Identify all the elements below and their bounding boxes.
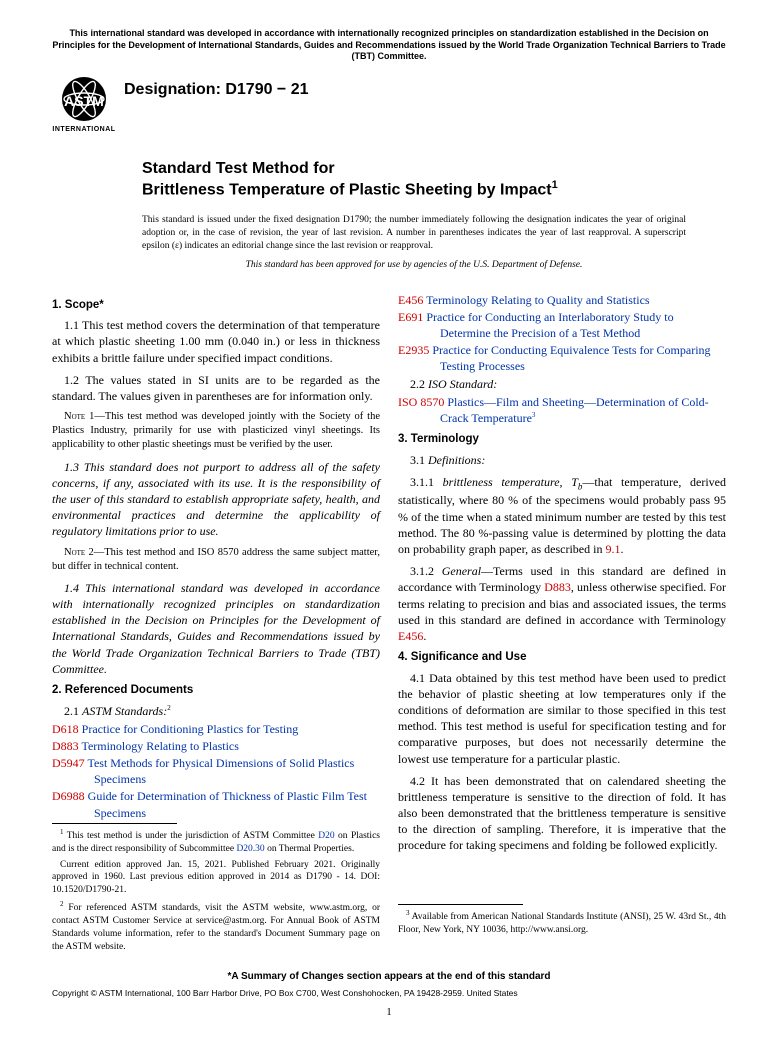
s3-1-num: 3.1	[410, 453, 428, 467]
para-4-1: 4.1 Data obtained by this test method ha…	[398, 670, 726, 767]
ref-e456-code: E456	[398, 293, 426, 307]
s312-link1[interactable]: D883	[544, 580, 571, 594]
s311-d: .	[620, 542, 623, 556]
dod-note: This standard has been approved for use …	[142, 259, 686, 272]
s311-b: brittleness temperature, T	[443, 475, 578, 489]
summary-changes-note: *A Summary of Changes section appears at…	[52, 970, 726, 984]
issuance-note: This standard is issued under the fixed …	[142, 214, 686, 252]
ref-e691[interactable]: E691 Practice for Conducting an Interlab…	[398, 309, 726, 341]
svg-text:INTERNATIONAL: INTERNATIONAL	[52, 126, 115, 133]
note1-label: Note 1—	[64, 411, 105, 422]
title-text: Brittleness Temperature of Plastic Sheet…	[142, 181, 552, 198]
note-1: Note 1—This test method was developed jo…	[52, 410, 380, 453]
top-notice: This international standard was develope…	[52, 28, 726, 63]
title-superscript: 1	[552, 179, 558, 191]
designation: Designation: D1790 − 21	[124, 79, 309, 101]
note2-label: Note 2—	[64, 547, 104, 558]
s3-1-title: Definitions:	[428, 453, 485, 467]
ref-iso-sup: 3	[532, 411, 536, 419]
footnote-2: 2 For referenced ASTM standards, visit t…	[52, 900, 380, 953]
para-3-1-2: 3.1.2 General—Terms used in this standar…	[398, 563, 726, 644]
ref-e2935-code: E2935	[398, 343, 432, 357]
astm-stds-label: 2.1 ASTM Standards:2	[52, 703, 380, 719]
ref-iso8570[interactable]: ISO 8570 Plastics—Film and Sheeting—Dete…	[398, 394, 726, 426]
note-2: Note 2—This test method and ISO 8570 add…	[52, 546, 380, 574]
ref-e456[interactable]: E456 Terminology Relating to Quality and…	[398, 292, 726, 308]
para-1-4: 1.4 This international standard was deve…	[52, 580, 380, 677]
ref-d618-code: D618	[52, 722, 82, 736]
para-3-1-1: 3.1.1 brittleness temperature, Tb—that t…	[398, 474, 726, 557]
s312-a: 3.1.2	[410, 564, 442, 578]
s312-link2[interactable]: E456	[398, 629, 423, 643]
s312-e: .	[423, 629, 426, 643]
ref-d6988-code: D6988	[52, 789, 88, 803]
ref-d618[interactable]: D618 Practice for Conditioning Plastics …	[52, 721, 380, 737]
footnote-1-p2: Current edition approved Jan. 15, 2021. …	[52, 859, 380, 897]
ref-d6988[interactable]: D6988 Guide for Determination of Thickne…	[52, 788, 380, 820]
para-1-1: 1.1 This test method covers the determin…	[52, 317, 380, 366]
fn3-text: Available from American National Standar…	[398, 912, 726, 935]
ref-e691-code: E691	[398, 310, 426, 324]
para-4-2: 4.2 It has been demonstrated that on cal…	[398, 773, 726, 854]
terminology-heading: 3. Terminology	[398, 432, 726, 448]
fn1-link2[interactable]: D20.30	[236, 844, 264, 854]
fn2-text: For referenced ASTM standards, visit the…	[52, 903, 380, 951]
footnote-3: 3 Available from American National Stand…	[398, 909, 726, 937]
s311-a: 3.1.1	[410, 475, 443, 489]
ref-e2935[interactable]: E2935 Practice for Conducting Equivalenc…	[398, 342, 726, 374]
ref-e691-title: Practice for Conducting an Interlaborato…	[426, 310, 673, 340]
spacer	[398, 860, 726, 900]
ref-d5947-title: Test Methods for Physical Dimensions of …	[87, 756, 354, 786]
header-row: ASTM INTERNATIONAL Designation: D1790 − …	[52, 73, 726, 137]
para-1-2: 1.2 The values stated in SI units are to…	[52, 372, 380, 404]
s2-2-num: 2.2	[410, 377, 428, 391]
refdocs-heading: 2. Referenced Documents	[52, 683, 380, 699]
fn1-link1[interactable]: D20	[318, 831, 334, 841]
ref-d5947[interactable]: D5947 Test Methods for Physical Dimensio…	[52, 755, 380, 787]
ref-d883[interactable]: D883 Terminology Relating to Plastics	[52, 738, 380, 754]
para-1-3: 1.3 This standard does not purport to ad…	[52, 459, 380, 540]
s311-link[interactable]: 9.1	[605, 542, 620, 556]
scope-heading: 1. Scope*	[52, 298, 380, 314]
ref-d5947-code: D5947	[52, 756, 87, 770]
ref-iso-title: Plastics—Film and Sheeting—Determination…	[440, 395, 709, 425]
s2-1-title: ASTM Standards:	[82, 704, 167, 718]
title-block: Standard Test Method for Brittleness Tem…	[142, 159, 726, 200]
copyright: Copyright © ASTM International, 100 Barr…	[52, 988, 726, 999]
ref-d883-code: D883	[52, 739, 81, 753]
ref-d883-title: Terminology Relating to Plastics	[81, 739, 238, 753]
ref-e456-title: Terminology Relating to Quality and Stat…	[426, 293, 649, 307]
std-title-line1: Standard Test Method for	[142, 159, 726, 179]
significance-heading: 4. Significance and Use	[398, 650, 726, 666]
astm-logo: ASTM INTERNATIONAL	[52, 73, 116, 137]
s2-1-sup: 2	[167, 704, 171, 712]
ref-iso-code: ISO 8570	[398, 395, 447, 409]
footnote-1-p1: 1 This test method is under the jurisdic…	[52, 828, 380, 856]
std-title-line2: Brittleness Temperature of Plastic Sheet…	[142, 179, 726, 200]
ref-d6988-title: Guide for Determination of Thickness of …	[88, 789, 367, 819]
s2-1-num: 2.1	[64, 704, 82, 718]
ref-d618-title: Practice for Conditioning Plastics for T…	[82, 722, 299, 736]
fn1-a: This test method is under the jurisdicti…	[64, 831, 319, 841]
para-3-1: 3.1 Definitions:	[398, 452, 726, 468]
svg-text:ASTM: ASTM	[64, 93, 104, 109]
ref-e2935-title: Practice for Conducting Equivalence Test…	[432, 343, 710, 373]
body-columns: 1. Scope* 1.1 This test method covers th…	[52, 292, 726, 957]
fn1-c: on Thermal Properties.	[265, 844, 355, 854]
iso-std-label: 2.2 ISO Standard:	[398, 376, 726, 392]
s312-b: General	[442, 564, 481, 578]
page-number: 1	[52, 1005, 726, 1020]
s2-2-title: ISO Standard:	[428, 377, 497, 391]
